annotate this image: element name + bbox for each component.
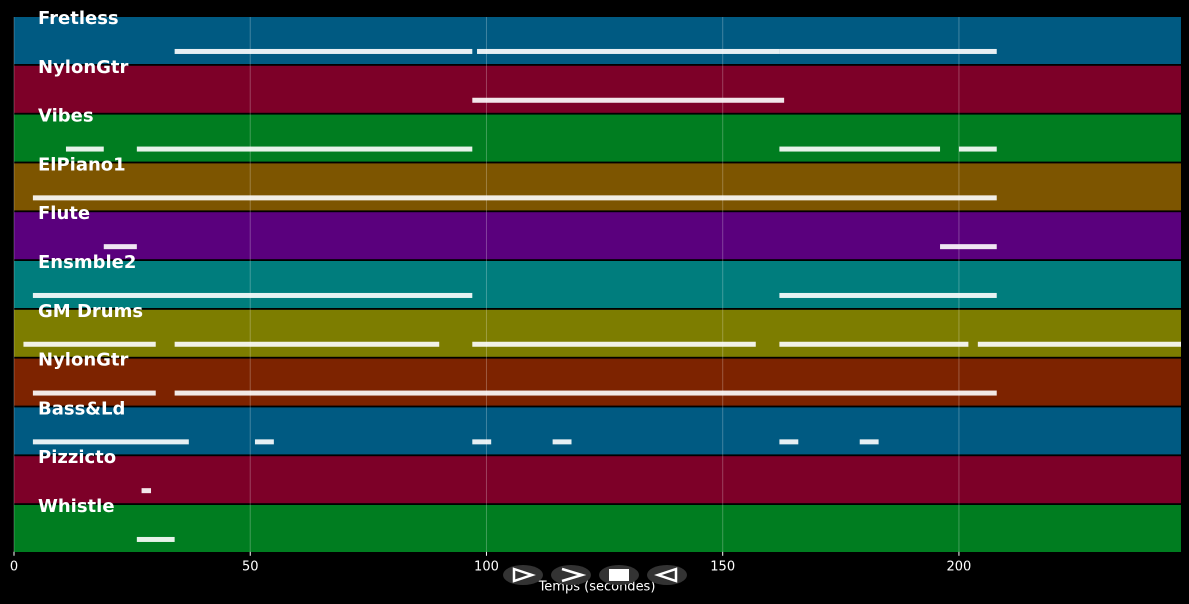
track-lane	[14, 358, 1181, 406]
note-segment	[174, 48, 473, 54]
track-name: Vibes	[38, 106, 94, 127]
note-segment	[552, 439, 572, 445]
note-segment	[472, 439, 492, 445]
note-segment	[779, 341, 969, 347]
track-name: NylonGtr	[38, 350, 129, 371]
note-segment	[779, 439, 799, 445]
note-segment	[254, 439, 274, 445]
note-segment	[779, 292, 997, 298]
x-tick-label: 100	[474, 559, 499, 574]
note-segment	[32, 292, 473, 298]
track-lane	[14, 163, 1181, 211]
note-segment	[472, 97, 785, 103]
track-lane	[14, 261, 1181, 308]
track-name: ElPiano1	[38, 154, 126, 175]
x-tick-label: 150	[710, 559, 735, 574]
x-axis-label: Temps (secondes)	[538, 580, 656, 595]
track-name: Fretless	[38, 8, 119, 29]
track-name: GM Drums	[38, 301, 143, 322]
note-segment	[32, 390, 156, 396]
track-name: NylonGtr	[38, 57, 129, 78]
transport-controls	[503, 565, 687, 585]
track-name: Flute	[38, 203, 90, 224]
track-lane	[14, 407, 1181, 455]
note-segment	[477, 48, 780, 54]
note-segment	[65, 146, 104, 152]
track-lane	[14, 17, 1181, 64]
track-name: Pizzicto	[38, 447, 116, 468]
x-tick-label: 200	[947, 559, 972, 574]
track-name: Ensmble2	[38, 252, 136, 273]
note-segment	[141, 488, 152, 494]
track-lane	[14, 309, 1181, 357]
note-segment	[940, 244, 997, 250]
notes	[23, 48, 1181, 542]
note-segment	[859, 439, 879, 445]
note-segment	[136, 146, 473, 152]
note-segment	[23, 341, 156, 347]
note-segment	[779, 48, 997, 54]
labels: Fretless NylonGtr Vibes ElPiano1 Flute Ensmbl…	[38, 8, 143, 517]
forward-button[interactable]	[551, 565, 591, 585]
note-segment	[103, 244, 137, 250]
play-button[interactable]	[503, 565, 543, 585]
x-tick-label: 0	[10, 559, 18, 574]
note-segment	[958, 146, 997, 152]
note-segment	[174, 341, 440, 347]
note-segment	[136, 536, 175, 542]
track-name: Bass&Ld	[38, 398, 125, 419]
note-segment	[32, 195, 997, 201]
track-lane	[14, 65, 1181, 113]
track-lane	[14, 114, 1181, 162]
lanes	[14, 17, 1181, 552]
x-tick-label: 50	[242, 559, 259, 574]
rewind-button[interactable]	[647, 565, 687, 585]
track-lane	[14, 212, 1181, 260]
note-segment	[174, 390, 997, 396]
track-lane	[14, 456, 1181, 504]
grid	[13, 17, 960, 552]
track-lane	[14, 505, 1181, 552]
stop-button[interactable]	[599, 565, 639, 585]
track-name: Whistle	[38, 496, 115, 517]
note-segment	[977, 341, 1181, 347]
note-segment	[779, 146, 941, 152]
note-segment	[472, 341, 756, 347]
note-segment	[32, 439, 189, 445]
